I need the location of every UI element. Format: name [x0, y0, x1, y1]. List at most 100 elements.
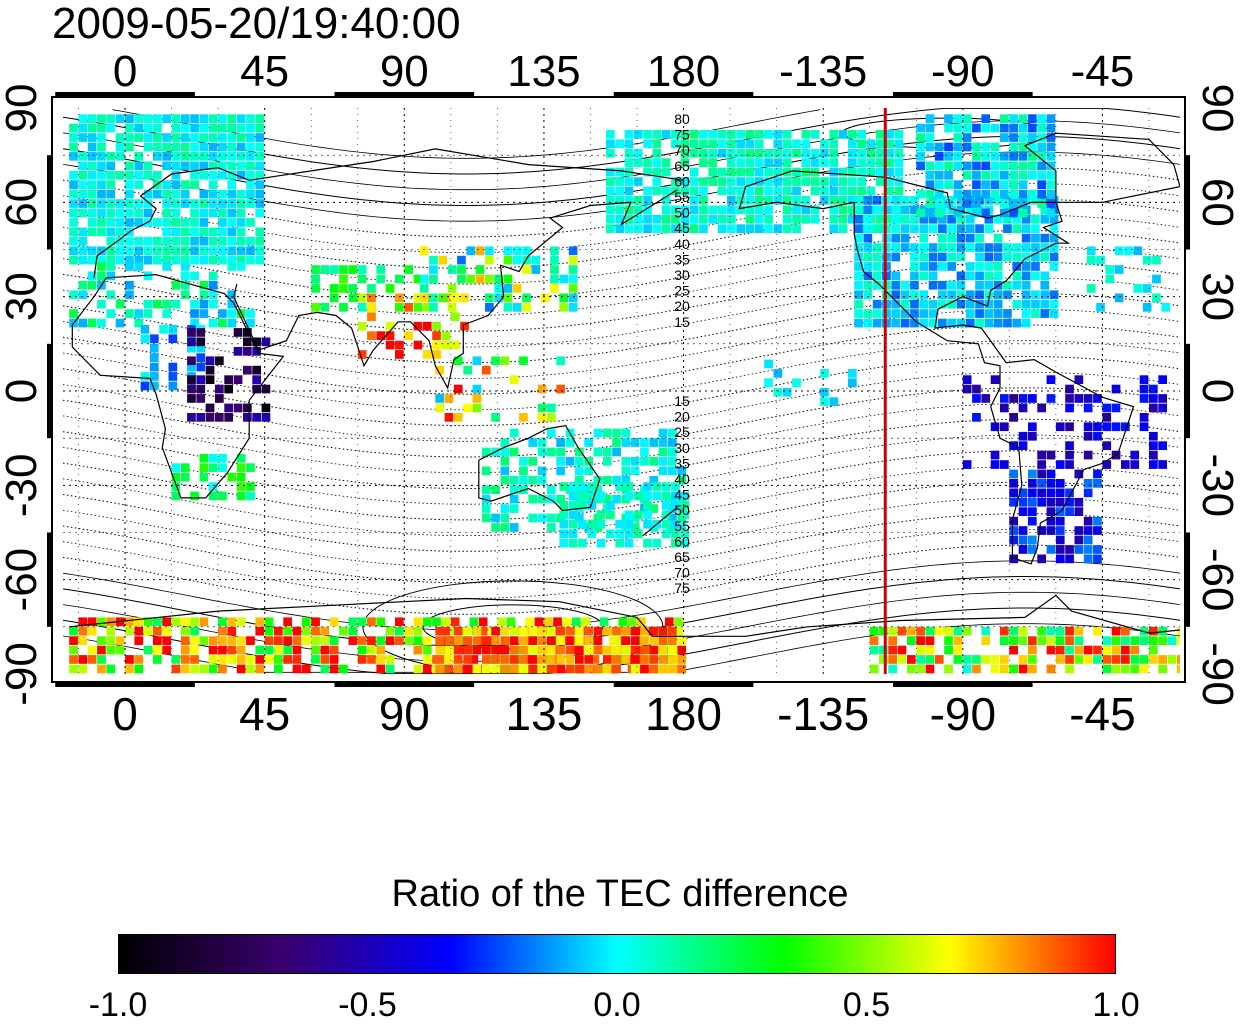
tec-cell	[1018, 208, 1028, 218]
tec-cell	[993, 233, 1003, 243]
tec-cell	[990, 375, 1000, 384]
lat-tick-label-right: 0	[1193, 379, 1240, 403]
mlat-label-south: 40	[674, 471, 690, 487]
tec-cell	[227, 123, 237, 133]
tec-cell	[500, 466, 510, 476]
tec-cell	[491, 645, 500, 655]
tec-cell	[218, 161, 227, 171]
tec-cell	[584, 438, 593, 447]
tec-cell	[671, 519, 680, 529]
coastline	[69, 594, 1180, 637]
tec-cell	[575, 636, 584, 645]
tec-cell	[1028, 170, 1037, 180]
lat-tick-label-left: -90	[0, 642, 46, 706]
tec-cell	[1000, 152, 1009, 161]
tec-cell	[180, 617, 190, 627]
tec-cell	[1028, 142, 1037, 152]
tec-cell	[106, 645, 116, 655]
tec-cell	[537, 413, 547, 422]
tec-cell	[87, 133, 97, 142]
tec-cell	[395, 274, 404, 284]
tec-cell	[512, 303, 522, 312]
tec-cell	[956, 233, 966, 243]
tec-cell	[1074, 636, 1084, 645]
tec-cell	[413, 626, 423, 636]
tec-cell	[264, 645, 274, 655]
tec-cell	[1083, 450, 1093, 460]
tec-cell	[367, 636, 376, 645]
tec-cell	[208, 152, 218, 161]
tec-cell	[699, 177, 708, 186]
tec-cell	[919, 214, 929, 224]
tec-cell	[621, 626, 631, 636]
tec-cell	[243, 337, 252, 347]
tec-cell	[938, 233, 947, 243]
tec-cell	[689, 130, 699, 139]
tec-cell	[246, 123, 255, 133]
tec-cell	[854, 262, 863, 271]
tec-cell	[1037, 180, 1046, 189]
tec-cell	[143, 142, 153, 152]
tec-cell	[469, 655, 479, 664]
tec-cell	[547, 413, 556, 422]
tec-cell	[1149, 636, 1158, 645]
tec-cell	[965, 214, 975, 224]
axis-bar	[55, 682, 195, 687]
tec-cell	[357, 293, 367, 303]
tec-cell	[792, 205, 801, 215]
tec-cell	[218, 645, 227, 655]
tec-cell	[630, 664, 640, 674]
tec-cell	[875, 139, 885, 149]
tec-cell	[1074, 469, 1084, 479]
tec-cell	[928, 252, 938, 262]
tec-cell	[69, 180, 78, 189]
tec-cell	[764, 177, 773, 186]
tec-cell	[900, 290, 910, 300]
tec-cell	[962, 384, 972, 394]
tec-cell	[180, 626, 190, 636]
tec-cell	[1021, 290, 1031, 300]
tec-cell	[1037, 199, 1046, 208]
tec-cell	[1009, 170, 1018, 180]
tec-cell	[782, 224, 792, 233]
tec-cell	[1040, 280, 1050, 290]
tec-cell	[1074, 655, 1084, 664]
tec-cell	[1018, 133, 1028, 142]
tec-cell	[348, 617, 358, 627]
tec-cell	[215, 413, 224, 422]
tec-cell	[938, 262, 947, 271]
tec-cell	[1055, 526, 1065, 535]
tec-cell	[190, 255, 199, 265]
tec-cell	[727, 167, 736, 177]
tec-cell	[810, 177, 820, 186]
tec-cell	[376, 265, 386, 274]
tec-cell	[485, 255, 494, 265]
tec-cell	[717, 148, 727, 158]
tec-cell	[947, 280, 956, 290]
tec-cell	[661, 167, 671, 177]
tec-cell	[69, 290, 78, 300]
tec-cell	[274, 645, 283, 655]
tec-cell	[252, 375, 261, 384]
tec-cell	[450, 340, 460, 350]
tec-cell	[891, 290, 901, 300]
tec-cell	[928, 309, 938, 318]
tec-cell	[528, 636, 538, 645]
tec-cell	[602, 655, 612, 664]
lat-tick-label-right: -30	[1193, 454, 1240, 518]
tec-cell	[854, 252, 863, 262]
lon-tick-label-bottom: -135	[777, 688, 869, 740]
tec-cell	[1031, 224, 1040, 233]
tec-cell	[708, 177, 718, 186]
tec-cell	[1176, 626, 1180, 636]
tec-cell	[1000, 199, 1009, 208]
tec-cell	[97, 262, 106, 271]
tec-cell	[395, 303, 404, 312]
tec-cell	[1003, 243, 1012, 252]
tec-cell	[537, 645, 547, 655]
tec-cell	[1012, 214, 1022, 224]
tec-cell	[661, 529, 671, 539]
tec-cell	[863, 262, 873, 271]
tec-cell	[565, 636, 575, 645]
tec-cell	[329, 265, 339, 274]
